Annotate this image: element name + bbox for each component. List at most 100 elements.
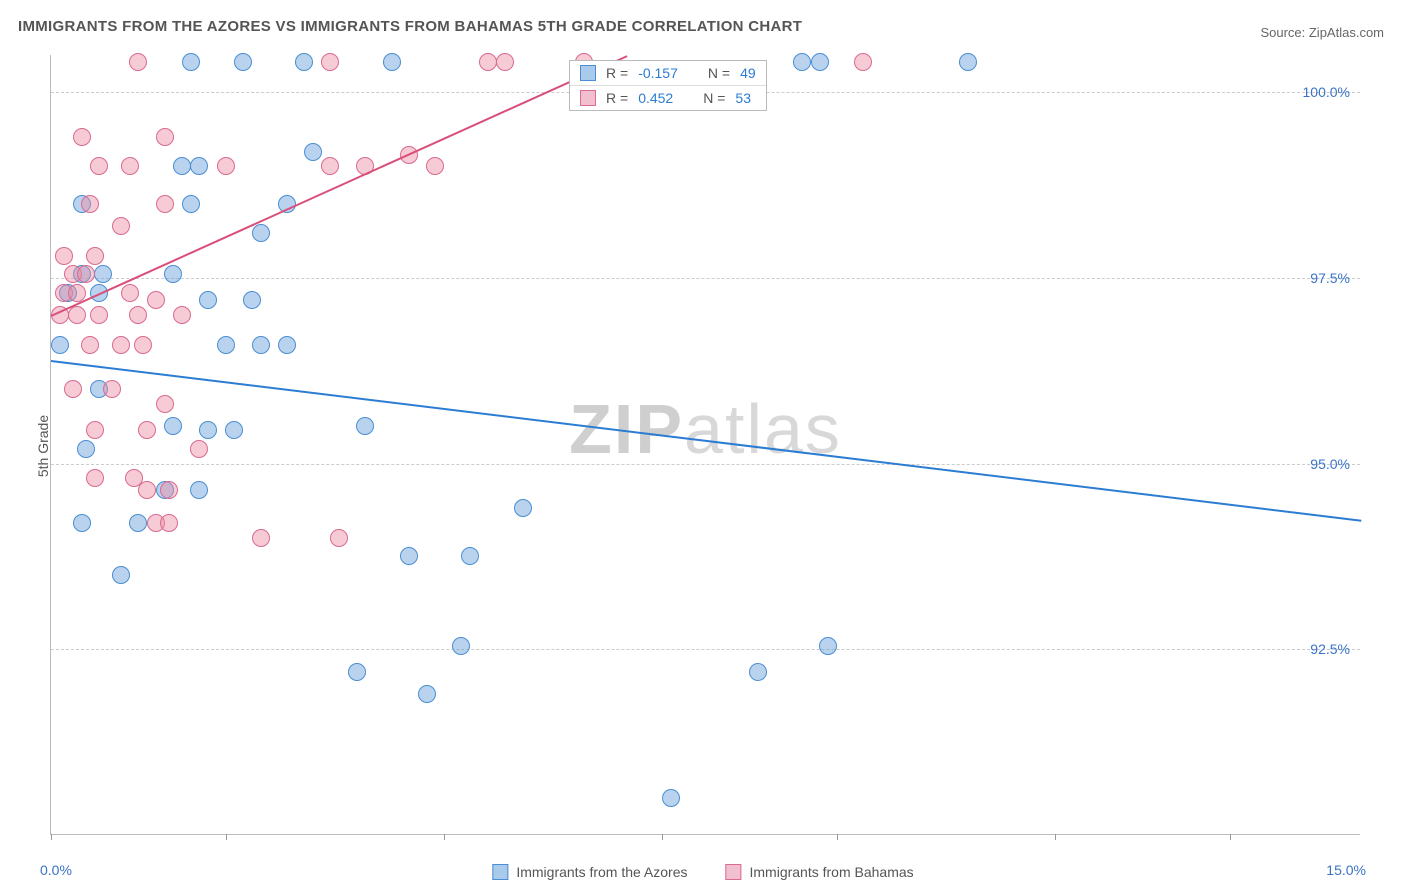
data-point <box>68 306 86 324</box>
data-point <box>383 53 401 71</box>
plot-area: ZIPatlas 92.5%95.0%97.5%100.0%R =-0.157N… <box>50 55 1360 835</box>
legend-label: Immigrants from the Azores <box>516 864 687 880</box>
x-tick <box>1055 834 1056 840</box>
data-point <box>51 336 69 354</box>
swatch-blue-icon <box>580 65 596 81</box>
data-point <box>356 417 374 435</box>
x-tick <box>1230 834 1231 840</box>
x-tick <box>662 834 663 840</box>
data-point <box>479 53 497 71</box>
data-point <box>112 566 130 584</box>
x-tick <box>444 834 445 840</box>
source-label: Source: ZipAtlas.com <box>1260 25 1384 40</box>
data-point <box>77 265 95 283</box>
data-point <box>190 440 208 458</box>
stats-row: R =0.452N =53 <box>570 86 766 110</box>
data-point <box>156 195 174 213</box>
data-point <box>112 336 130 354</box>
data-point <box>199 291 217 309</box>
data-point <box>304 143 322 161</box>
data-point <box>496 53 514 71</box>
data-point <box>173 157 191 175</box>
data-point <box>662 789 680 807</box>
data-point <box>81 336 99 354</box>
swatch-pink-icon <box>726 864 742 880</box>
y-tick-label: 97.5% <box>1310 270 1350 286</box>
y-axis-label: 5th Grade <box>35 415 51 477</box>
data-point <box>452 637 470 655</box>
data-point <box>400 547 418 565</box>
y-tick-label: 95.0% <box>1310 456 1350 472</box>
data-point <box>819 637 837 655</box>
data-point <box>81 195 99 213</box>
data-point <box>129 53 147 71</box>
data-point <box>182 195 200 213</box>
data-point <box>173 306 191 324</box>
data-point <box>959 53 977 71</box>
x-axis-min-label: 0.0% <box>40 862 72 878</box>
data-point <box>86 469 104 487</box>
legend-label: Immigrants from Bahamas <box>750 864 914 880</box>
data-point <box>138 481 156 499</box>
data-point <box>73 128 91 146</box>
data-point <box>190 157 208 175</box>
data-point <box>252 529 270 547</box>
data-point <box>160 481 178 499</box>
trend-line <box>51 360 1361 522</box>
data-point <box>225 421 243 439</box>
data-point <box>217 157 235 175</box>
data-point <box>217 336 235 354</box>
data-point <box>156 395 174 413</box>
data-point <box>77 440 95 458</box>
swatch-pink-icon <box>580 90 596 106</box>
data-point <box>112 217 130 235</box>
data-point <box>156 128 174 146</box>
x-tick <box>51 834 52 840</box>
gridline <box>51 649 1360 650</box>
data-point <box>426 157 444 175</box>
data-point <box>129 514 147 532</box>
data-point <box>190 481 208 499</box>
data-point <box>321 157 339 175</box>
data-point <box>295 53 313 71</box>
data-point <box>348 663 366 681</box>
data-point <box>90 157 108 175</box>
data-point <box>199 421 217 439</box>
x-tick <box>226 834 227 840</box>
bottom-legend: Immigrants from the Azores Immigrants fr… <box>492 864 913 880</box>
data-point <box>278 336 296 354</box>
chart-title: IMMIGRANTS FROM THE AZORES VS IMMIGRANTS… <box>18 18 802 35</box>
data-point <box>73 514 91 532</box>
legend-item-bahamas: Immigrants from Bahamas <box>726 864 914 880</box>
swatch-blue-icon <box>492 864 508 880</box>
stats-row: R =-0.157N =49 <box>570 61 766 86</box>
data-point <box>164 265 182 283</box>
data-point <box>129 306 147 324</box>
data-point <box>147 291 165 309</box>
data-point <box>252 224 270 242</box>
data-point <box>418 685 436 703</box>
gridline <box>51 464 1360 465</box>
x-axis-max-label: 15.0% <box>1326 862 1366 878</box>
stats-box: R =-0.157N =49R =0.452N =53 <box>569 60 767 111</box>
y-tick-label: 92.5% <box>1310 641 1350 657</box>
data-point <box>86 421 104 439</box>
data-point <box>330 529 348 547</box>
data-point <box>234 53 252 71</box>
data-point <box>121 284 139 302</box>
x-tick <box>837 834 838 840</box>
data-point <box>749 663 767 681</box>
data-point <box>138 421 156 439</box>
data-point <box>321 53 339 71</box>
data-point <box>86 247 104 265</box>
data-point <box>243 291 261 309</box>
data-point <box>94 265 112 283</box>
gridline <box>51 278 1360 279</box>
data-point <box>182 53 200 71</box>
data-point <box>121 157 139 175</box>
data-point <box>854 53 872 71</box>
data-point <box>55 247 73 265</box>
data-point <box>64 380 82 398</box>
data-point <box>793 53 811 71</box>
data-point <box>811 53 829 71</box>
